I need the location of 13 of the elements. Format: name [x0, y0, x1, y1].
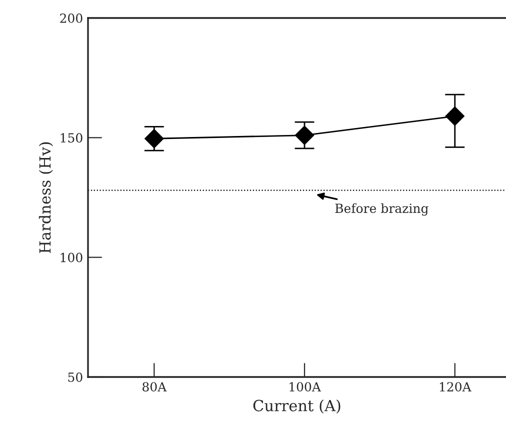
y-tick-label: 150	[60, 133, 82, 143]
annotation: Before brazing	[335, 203, 428, 216]
point	[445, 106, 464, 126]
x-tick-label: 120A	[440, 382, 472, 392]
x-axis-title: Current (A)	[253, 400, 340, 414]
y-tick-label: 200	[60, 13, 82, 23]
point	[294, 126, 314, 145]
x-tick-label: 100A	[290, 382, 322, 392]
point	[144, 129, 164, 148]
y-tick-label: 100	[60, 252, 82, 262]
y-tick-label: 50	[68, 372, 82, 382]
y-axis-title: Hardness (Hv)	[38, 142, 53, 254]
x-tick-label: 80A	[142, 382, 167, 392]
